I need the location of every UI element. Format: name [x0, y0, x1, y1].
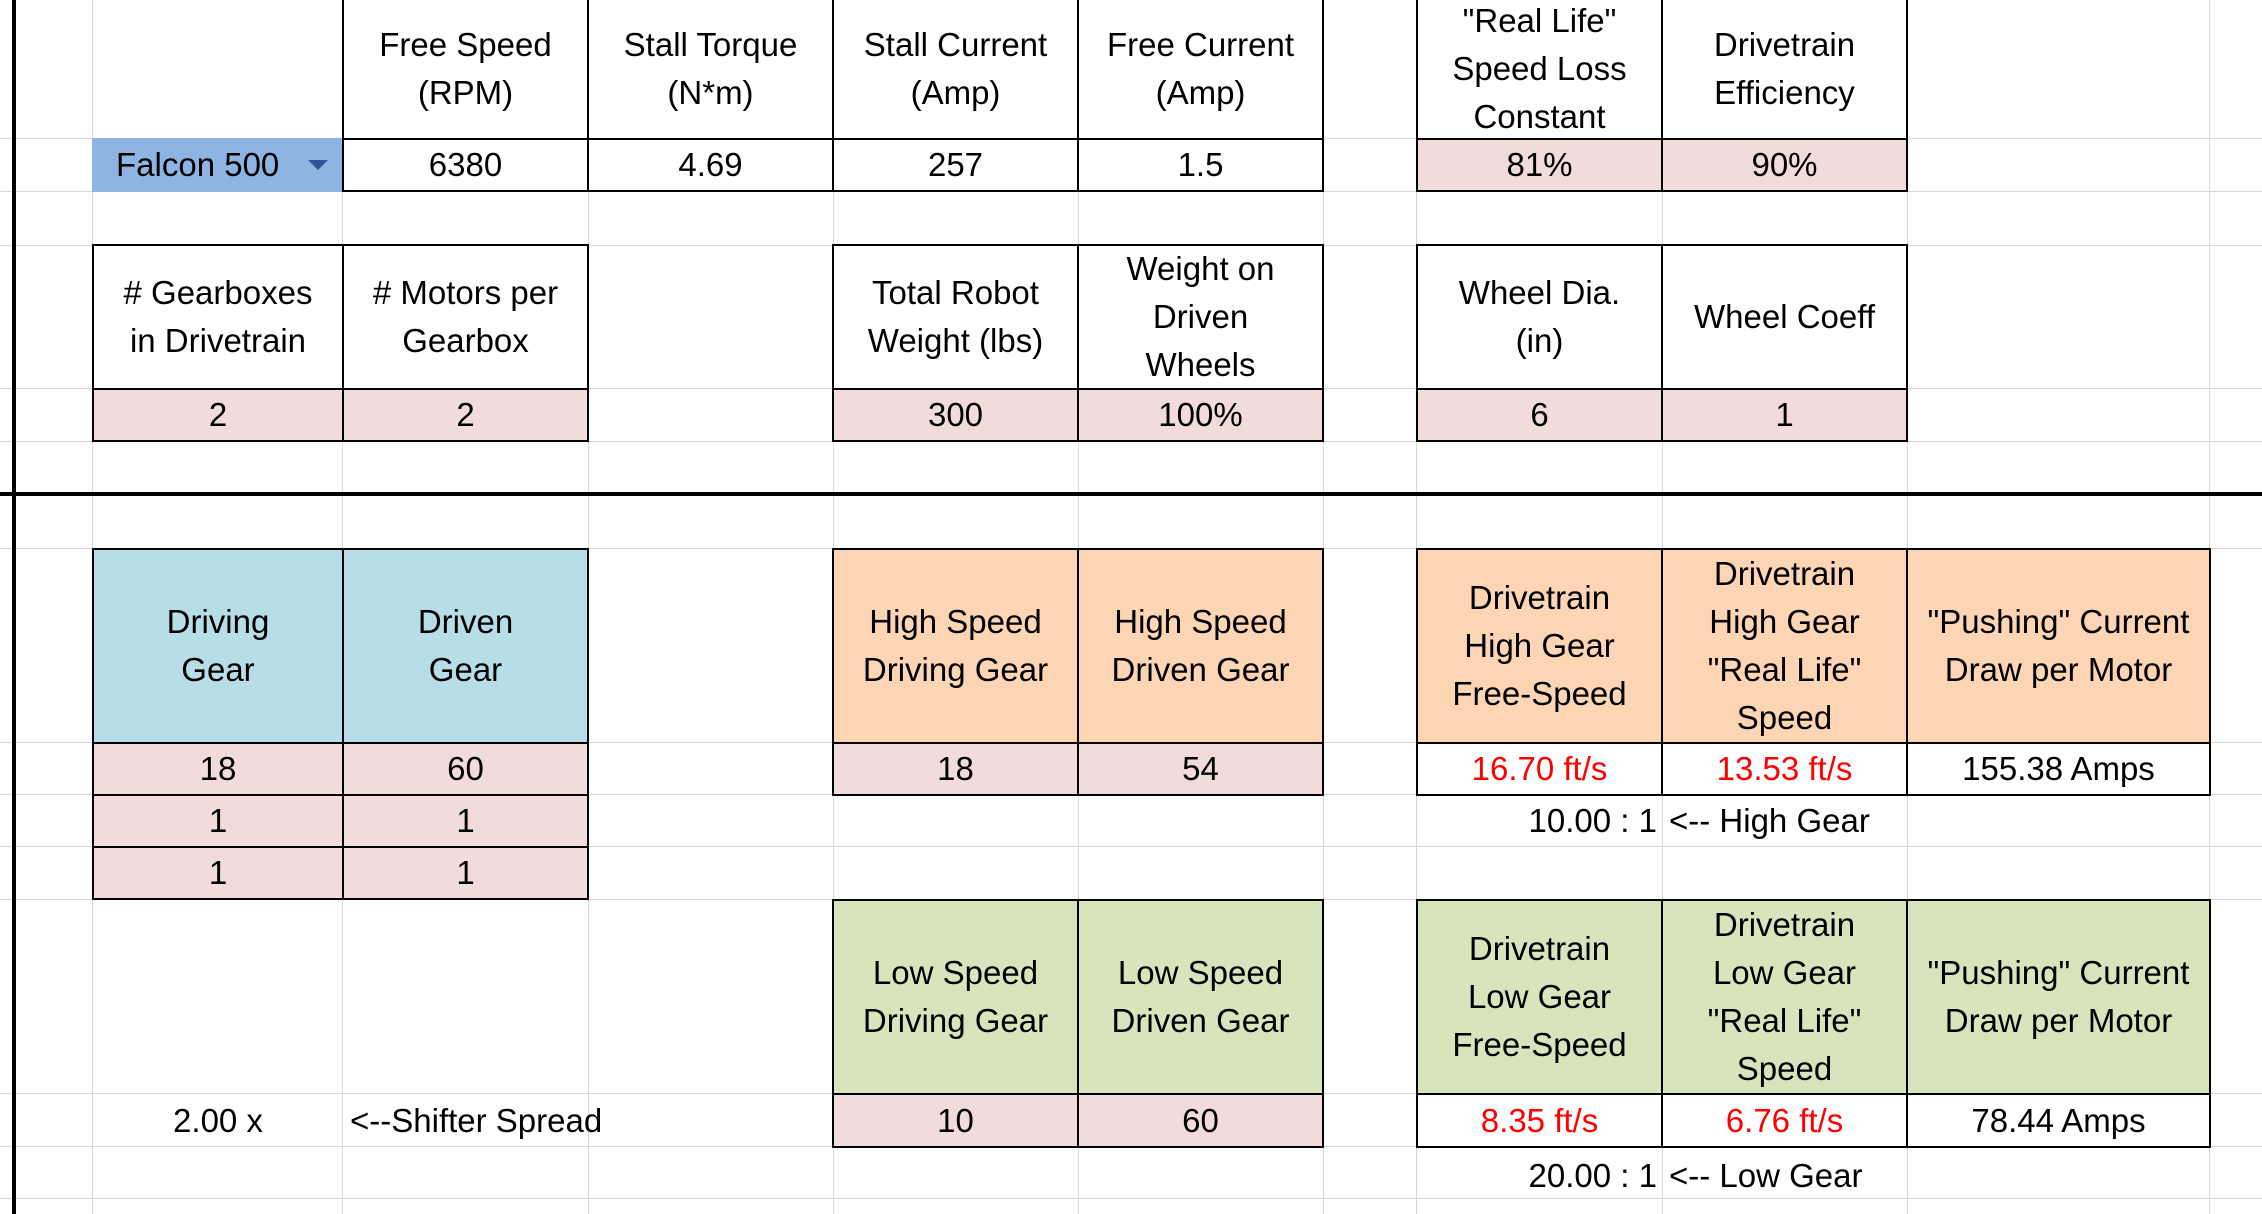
high-driving-gear-input[interactable]: 18 [832, 742, 1079, 796]
low-current-header: "Pushing" Current Draw per Motor [1906, 899, 2211, 1095]
high-real-speed-value: 13.53 ft/s [1661, 742, 1908, 796]
driven-gear-header: Driven Gear [342, 548, 589, 744]
efficiency-header: Drivetrain Efficiency [1661, 0, 1908, 140]
high-gear-ratio-label: <-- High Gear [1669, 802, 1870, 839]
speed-loss-value[interactable]: 81% [1416, 138, 1663, 192]
weight-on-driven-input[interactable]: 100% [1077, 388, 1324, 442]
stage-2-driven-input[interactable]: 1 [342, 794, 589, 848]
shifter-spread-label: <--Shifter Spread [350, 1102, 603, 1139]
gearboxes-header: # Gearboxes in Drivetrain [92, 244, 344, 390]
gridline [0, 846, 2262, 847]
high-driving-gear-header: High Speed Driving Gear [832, 548, 1079, 744]
weight-on-driven-header: Weight on Driven Wheels [1077, 244, 1324, 390]
low-real-speed-value: 6.76 ft/s [1661, 1093, 1908, 1148]
section-divider [0, 492, 2262, 496]
wheel-coeff-input[interactable]: 1 [1661, 388, 1908, 442]
driving-gear-header: Driving Gear [92, 548, 344, 744]
low-free-speed-header: Drivetrain Low Gear Free-Speed [1416, 899, 1663, 1095]
low-gear-ratio-label: <-- Low Gear [1669, 1157, 1863, 1194]
low-driving-gear-header: Low Speed Driving Gear [832, 899, 1079, 1095]
total-weight-input[interactable]: 300 [832, 388, 1079, 442]
high-gear-ratio: 10.00 : 1 [1528, 802, 1657, 839]
section-border [12, 0, 16, 1214]
total-weight-header: Total Robot Weight (lbs) [832, 244, 1079, 390]
free-current-header: Free Current (Amp) [1077, 0, 1324, 140]
stall-torque-header: Stall Torque (N*m) [587, 0, 834, 140]
stage-2-driving-input[interactable]: 1 [92, 794, 344, 848]
low-current-value: 78.44 Amps [1906, 1093, 2211, 1148]
motor-select[interactable]: Falcon 500 [92, 138, 342, 192]
stage-1-driving-input[interactable]: 18 [92, 742, 344, 796]
low-driving-gear-input[interactable]: 10 [832, 1093, 1079, 1148]
high-free-speed-header: Drivetrain High Gear Free-Speed [1416, 548, 1663, 744]
stall-current-value[interactable]: 257 [832, 138, 1079, 192]
high-current-header: "Pushing" Current Draw per Motor [1906, 548, 2211, 744]
high-free-speed-value: 16.70 ft/s [1416, 742, 1663, 796]
wheel-dia-header: Wheel Dia. (in) [1416, 244, 1663, 390]
high-driven-gear-header: High Speed Driven Gear [1077, 548, 1324, 744]
stall-current-header: Stall Current (Amp) [832, 0, 1079, 140]
motor-select-value: Falcon 500 [116, 146, 280, 183]
stage-1-driven-input[interactable]: 60 [342, 742, 589, 796]
wheel-coeff-header: Wheel Coeff [1661, 244, 1908, 390]
stall-torque-value[interactable]: 4.69 [587, 138, 834, 192]
free-current-value[interactable]: 1.5 [1077, 138, 1324, 192]
shifter-spread-value: 2.00 x [173, 1102, 263, 1139]
free-speed-value[interactable]: 6380 [342, 138, 589, 192]
high-driven-gear-input[interactable]: 54 [1077, 742, 1324, 796]
stage-3-driving-input[interactable]: 1 [92, 846, 344, 900]
chevron-down-icon[interactable] [308, 160, 328, 170]
gearboxes-input[interactable]: 2 [92, 388, 344, 442]
motors-per-gearbox-header: # Motors per Gearbox [342, 244, 589, 390]
gridline [0, 1198, 2262, 1199]
low-driven-gear-input[interactable]: 60 [1077, 1093, 1324, 1148]
speed-loss-header: "Real Life" Speed Loss Constant [1416, 0, 1663, 140]
efficiency-value[interactable]: 90% [1661, 138, 1908, 192]
free-speed-header: Free Speed (RPM) [342, 0, 589, 140]
stage-3-driven-input[interactable]: 1 [342, 846, 589, 900]
motors-per-gearbox-input[interactable]: 2 [342, 388, 589, 442]
low-free-speed-value: 8.35 ft/s [1416, 1093, 1663, 1148]
high-real-speed-header: Drivetrain High Gear "Real Life" Speed [1661, 548, 1908, 744]
low-gear-ratio: 20.00 : 1 [1528, 1157, 1657, 1194]
low-driven-gear-header: Low Speed Driven Gear [1077, 899, 1324, 1095]
low-real-speed-header: Drivetrain Low Gear "Real Life" Speed [1661, 899, 1908, 1095]
high-current-value: 155.38 Amps [1906, 742, 2211, 796]
wheel-dia-input[interactable]: 6 [1416, 388, 1663, 442]
